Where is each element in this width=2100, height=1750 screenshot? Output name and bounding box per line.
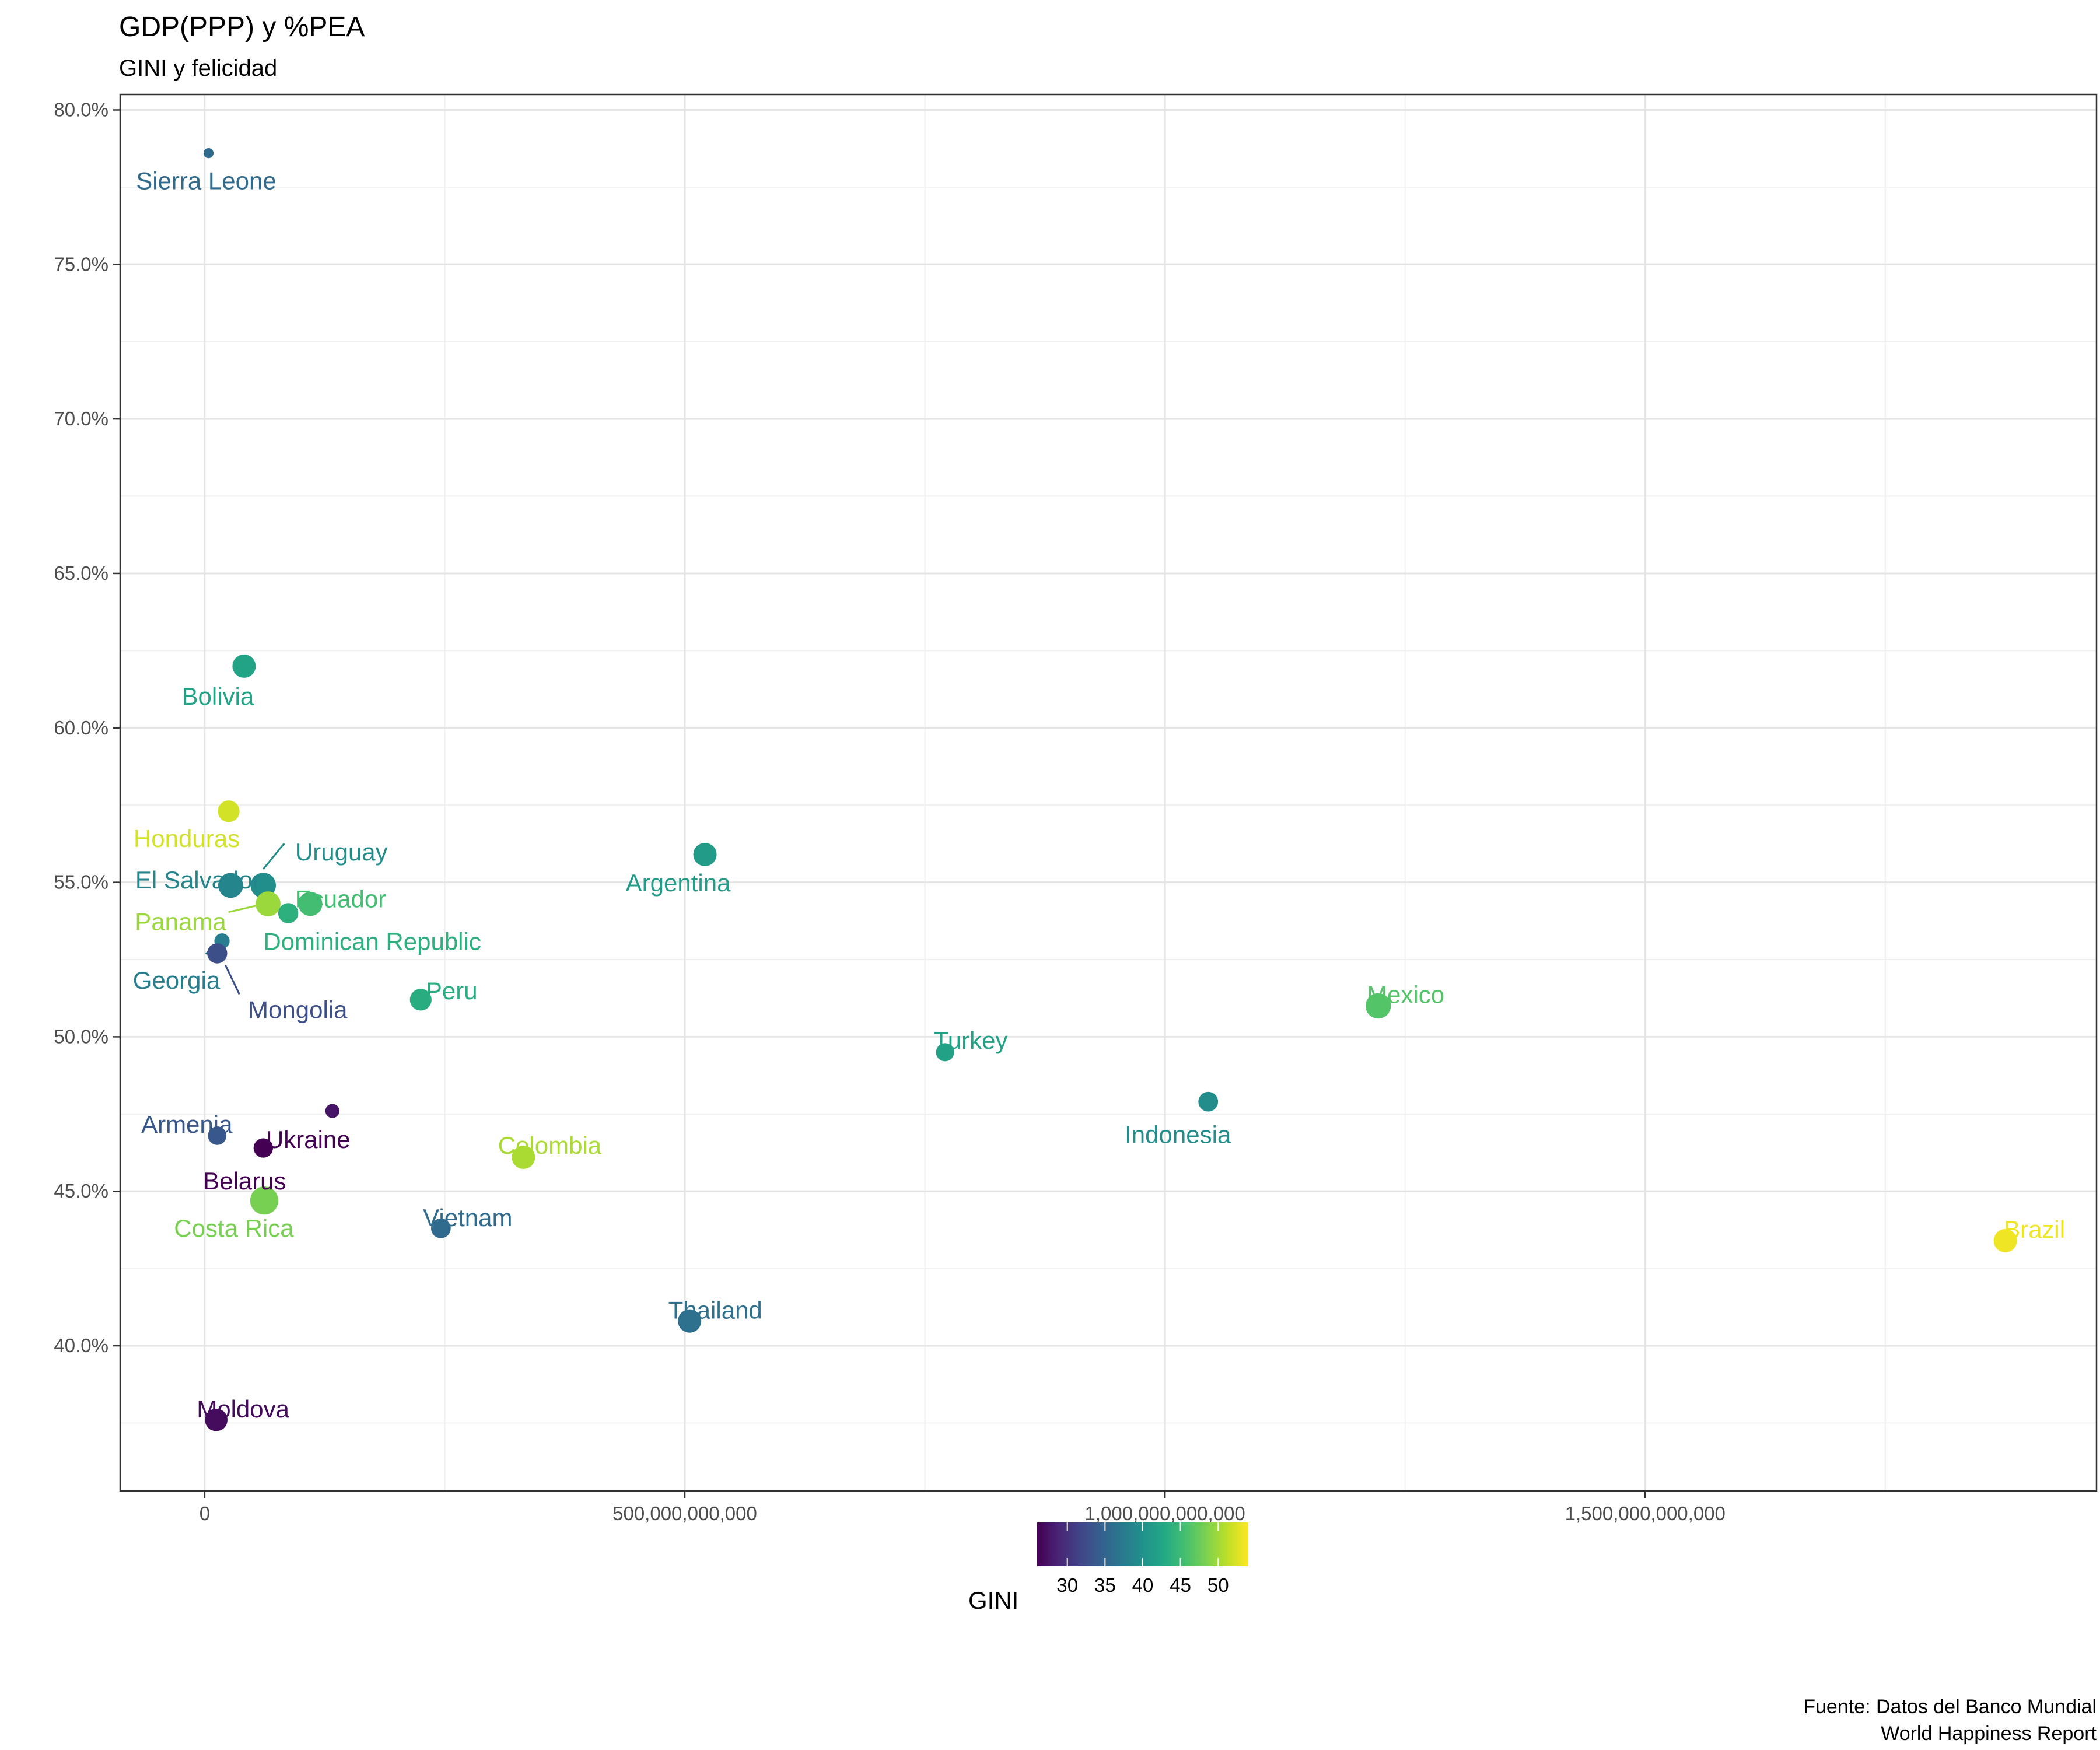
axes: 40.0% 45.0% 50.0% 55.0% 60.0% 65.0% 70.0% 75.0%… (54, 99, 1725, 1524)
label-moldova: Moldova (197, 1395, 289, 1423)
point-armenia (208, 1126, 227, 1145)
point-bolivia (232, 654, 256, 678)
point-vietnam (430, 1218, 451, 1238)
point-mexico (1365, 993, 1391, 1019)
label-mexico: Mexico (1367, 981, 1444, 1008)
label-vietnam: Vietnam (423, 1204, 512, 1231)
label-colombia: Colombia (498, 1132, 602, 1159)
label-honduras: Honduras (134, 825, 240, 852)
y-tick-label: 45.0% (54, 1180, 108, 1202)
label-indonesia: Indonesia (1125, 1121, 1231, 1149)
point-indonesia (1198, 1091, 1219, 1112)
panel-border (119, 93, 2098, 1492)
point-sierra-leone (203, 148, 214, 159)
y-tick-label: 75.0% (54, 253, 108, 275)
caption-report: World Happiness Report (1881, 1723, 2096, 1745)
label-brazil: Brazil (2004, 1216, 2065, 1243)
legend-ticks: 30 35 40 45 50 (1056, 1522, 1229, 1596)
y-tick-label: 55.0% (54, 872, 108, 893)
x-tick-label: 1,000,000,000,000 (1084, 1503, 1245, 1524)
x-tick-label: 500,000,000,000 (612, 1503, 757, 1524)
point-brazil (1993, 1228, 2017, 1252)
label-panama: Panama (135, 908, 226, 936)
legend-title: GINI (968, 1587, 1019, 1614)
point-mongolia (207, 943, 228, 964)
point-colombia (512, 1145, 536, 1169)
gini-legend: GINI 30 35 40 45 50 (968, 1522, 1248, 1614)
point-el-salvador (218, 873, 243, 898)
data-points (203, 148, 2017, 1432)
point-turkey (936, 1043, 954, 1062)
x-tick-label: 0 (200, 1503, 210, 1524)
y-tick-label: 60.0% (54, 717, 108, 738)
point-unlabeled (325, 1104, 340, 1118)
label-costa-rica: Costa Rica (174, 1214, 294, 1242)
y-tick-label: 40.0% (54, 1335, 108, 1356)
label-belarus: Belarus (203, 1167, 286, 1195)
y-tick-label: 80.0% (54, 99, 108, 120)
point-ecuador (298, 891, 323, 916)
connector-uruguay (262, 842, 285, 870)
point-labels: Sierra Leone Bolivia Honduras Argentina Urug… (133, 167, 2065, 1423)
label-peru: Peru (426, 977, 478, 1005)
legend-tick-label: 50 (1208, 1574, 1229, 1596)
point-dominican-republic (278, 903, 299, 923)
point-panama (256, 891, 281, 917)
label-bolivia: Bolivia (182, 682, 254, 710)
caption-source: Fuente: Datos del Banco Mundial (1803, 1696, 2096, 1718)
label-sierra-leone: Sierra Leone (136, 167, 276, 195)
point-thailand (678, 1309, 702, 1333)
label-ukraine: Ukraine (266, 1126, 351, 1153)
label-argentina: Argentina (626, 869, 731, 897)
label-el-salvador: El Salvador (135, 866, 261, 894)
legend-tick-label: 40 (1132, 1574, 1154, 1596)
label-thailand: Thailand (668, 1297, 762, 1324)
connector-panama (228, 905, 257, 914)
y-tick-label: 65.0% (54, 562, 108, 584)
point-honduras (218, 800, 240, 822)
x-tick-label: 1,500,000,000,000 (1565, 1503, 1726, 1524)
legend-tick-label: 35 (1094, 1574, 1116, 1596)
label-turkey: Turkey (934, 1027, 1008, 1054)
label-uruguay: Uruguay (295, 838, 388, 866)
point-argentina (693, 842, 717, 866)
label-dominican-republic: Dominican Republic (263, 928, 481, 956)
grid (120, 94, 2096, 1491)
point-costa-rica (250, 1186, 279, 1215)
legend-tick-label: 45 (1170, 1574, 1191, 1596)
label-armenia: Armenia (141, 1111, 233, 1138)
y-tick-label: 50.0% (54, 1026, 108, 1047)
point-peru (410, 989, 432, 1011)
connector-mongolia (224, 964, 240, 995)
legend-tick-label: 30 (1056, 1574, 1078, 1596)
chart-title: GDP(PPP) y %PEA (119, 12, 365, 43)
chart-subtitle: GINI y felicidad (119, 55, 277, 81)
point-belarus (253, 1138, 273, 1158)
label-mongolia: Mongolia (248, 996, 348, 1023)
label-ecuador: Ecuador (295, 886, 386, 913)
point-moldova (205, 1408, 228, 1432)
y-tick-label: 70.0% (54, 408, 108, 429)
label-georgia: Georgia (133, 967, 220, 994)
